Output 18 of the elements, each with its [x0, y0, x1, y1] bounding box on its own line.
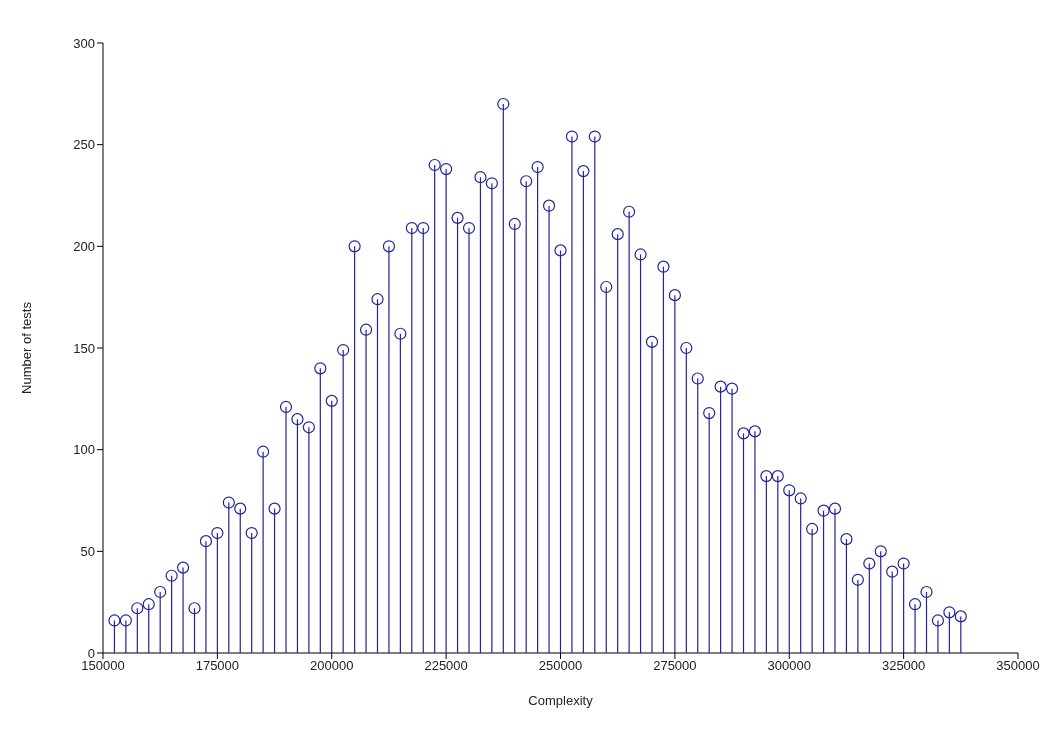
y-tick-label: 200 — [73, 238, 95, 254]
y-axis-title: Number of tests — [18, 301, 34, 394]
y-tick-label: 250 — [73, 137, 95, 153]
x-tick-label: 325000 — [881, 658, 926, 674]
y-tick-label: 300 — [73, 35, 95, 51]
x-axis-title: Complexity — [528, 693, 594, 708]
x-tick-label: 250000 — [538, 658, 583, 674]
x-tick-label: 200000 — [310, 658, 354, 674]
y-tick-label: 50 — [80, 543, 95, 559]
y-tick-label: 0 — [87, 645, 95, 661]
x-tick-label: 350000 — [996, 658, 1040, 674]
x-tick-label: 300000 — [767, 658, 811, 674]
x-tick-label: 275000 — [653, 658, 697, 674]
x-tick-label: 150000 — [81, 658, 125, 674]
y-tick-label: 100 — [73, 442, 95, 458]
y-tick-label: 150 — [73, 340, 95, 356]
x-tick-label: 225000 — [424, 658, 468, 674]
x-tick-label: 175000 — [195, 658, 240, 674]
